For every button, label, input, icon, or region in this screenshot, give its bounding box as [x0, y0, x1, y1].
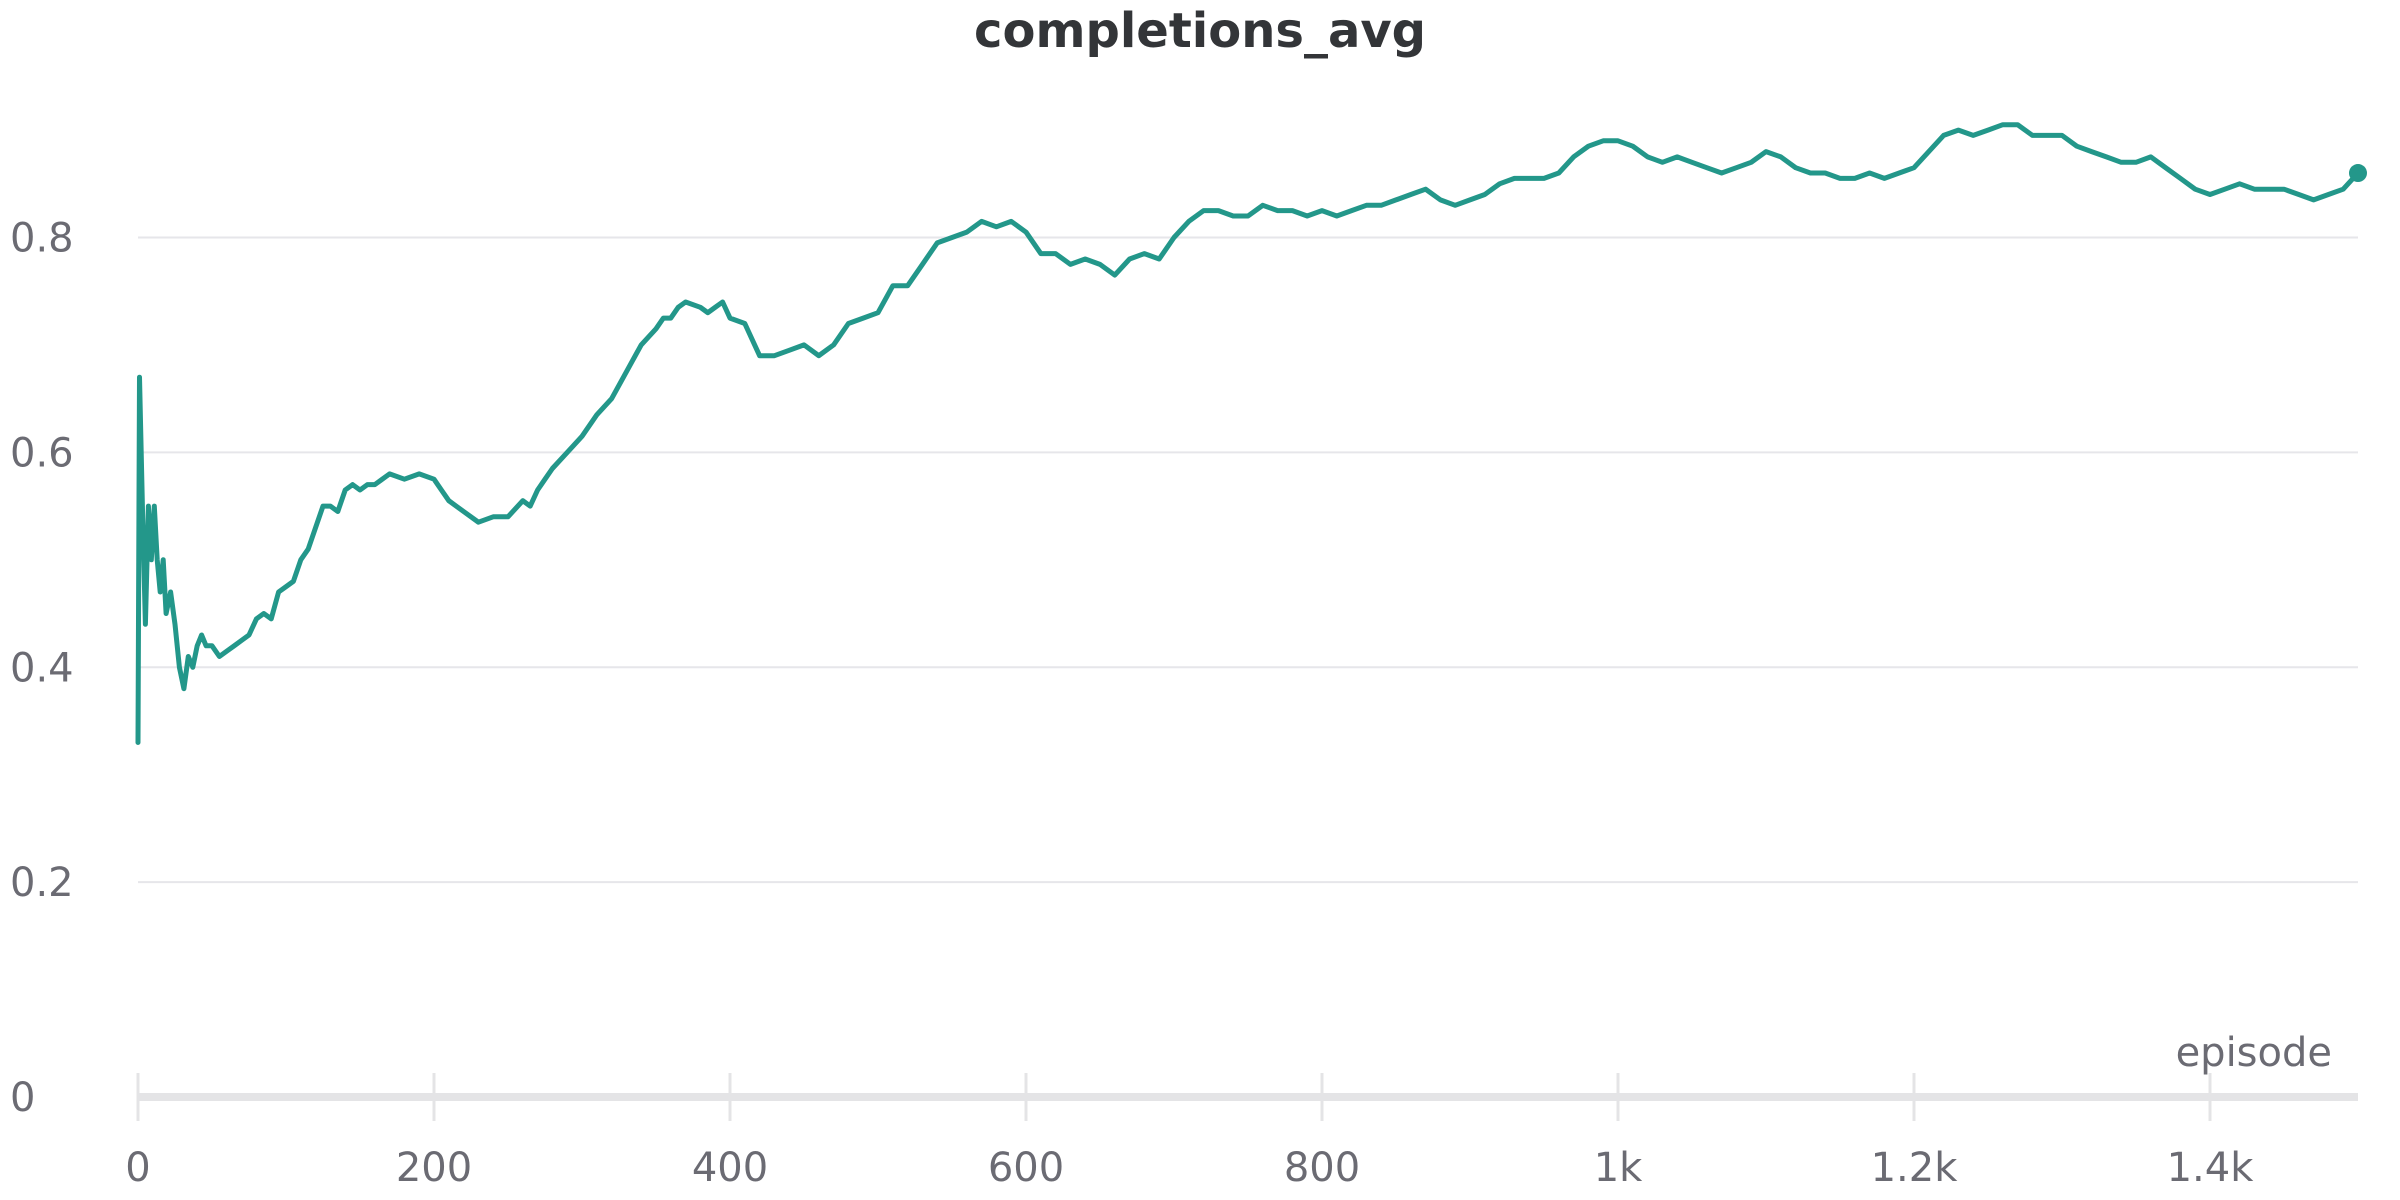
grid-lines — [138, 236, 2358, 884]
y-tick-label: 0.4 — [10, 645, 74, 691]
x-tick-label: 1k — [1594, 1145, 1643, 1191]
x-tick-label: 200 — [396, 1145, 472, 1191]
x-tick-label: 0 — [125, 1145, 150, 1191]
x-axis-ticks: 0 200 400 600 800 1k 1.2k 1.4k — [125, 1073, 2254, 1191]
series-line — [135, 122, 2361, 745]
x-tick-label: 1.4k — [2167, 1145, 2255, 1191]
y-tick-label: 0.6 — [10, 430, 74, 476]
y-tick-label: 0 — [10, 1075, 35, 1121]
y-tick-label: 0.2 — [10, 860, 74, 906]
x-tick-label: 1.2k — [1871, 1145, 1959, 1191]
x-tick-label: 800 — [1284, 1145, 1360, 1191]
y-axis-ticks: 0 0.2 0.4 0.6 0.8 — [10, 216, 74, 1122]
series-end-marker — [2349, 164, 2367, 183]
y-tick-label: 0.8 — [10, 216, 74, 262]
chart-title: completions_avg — [974, 3, 1426, 59]
x-tick-label: 400 — [692, 1145, 768, 1191]
x-axis-label: episode — [2176, 1030, 2332, 1076]
x-tick-label: 600 — [988, 1145, 1064, 1191]
series-layer — [135, 122, 2367, 745]
